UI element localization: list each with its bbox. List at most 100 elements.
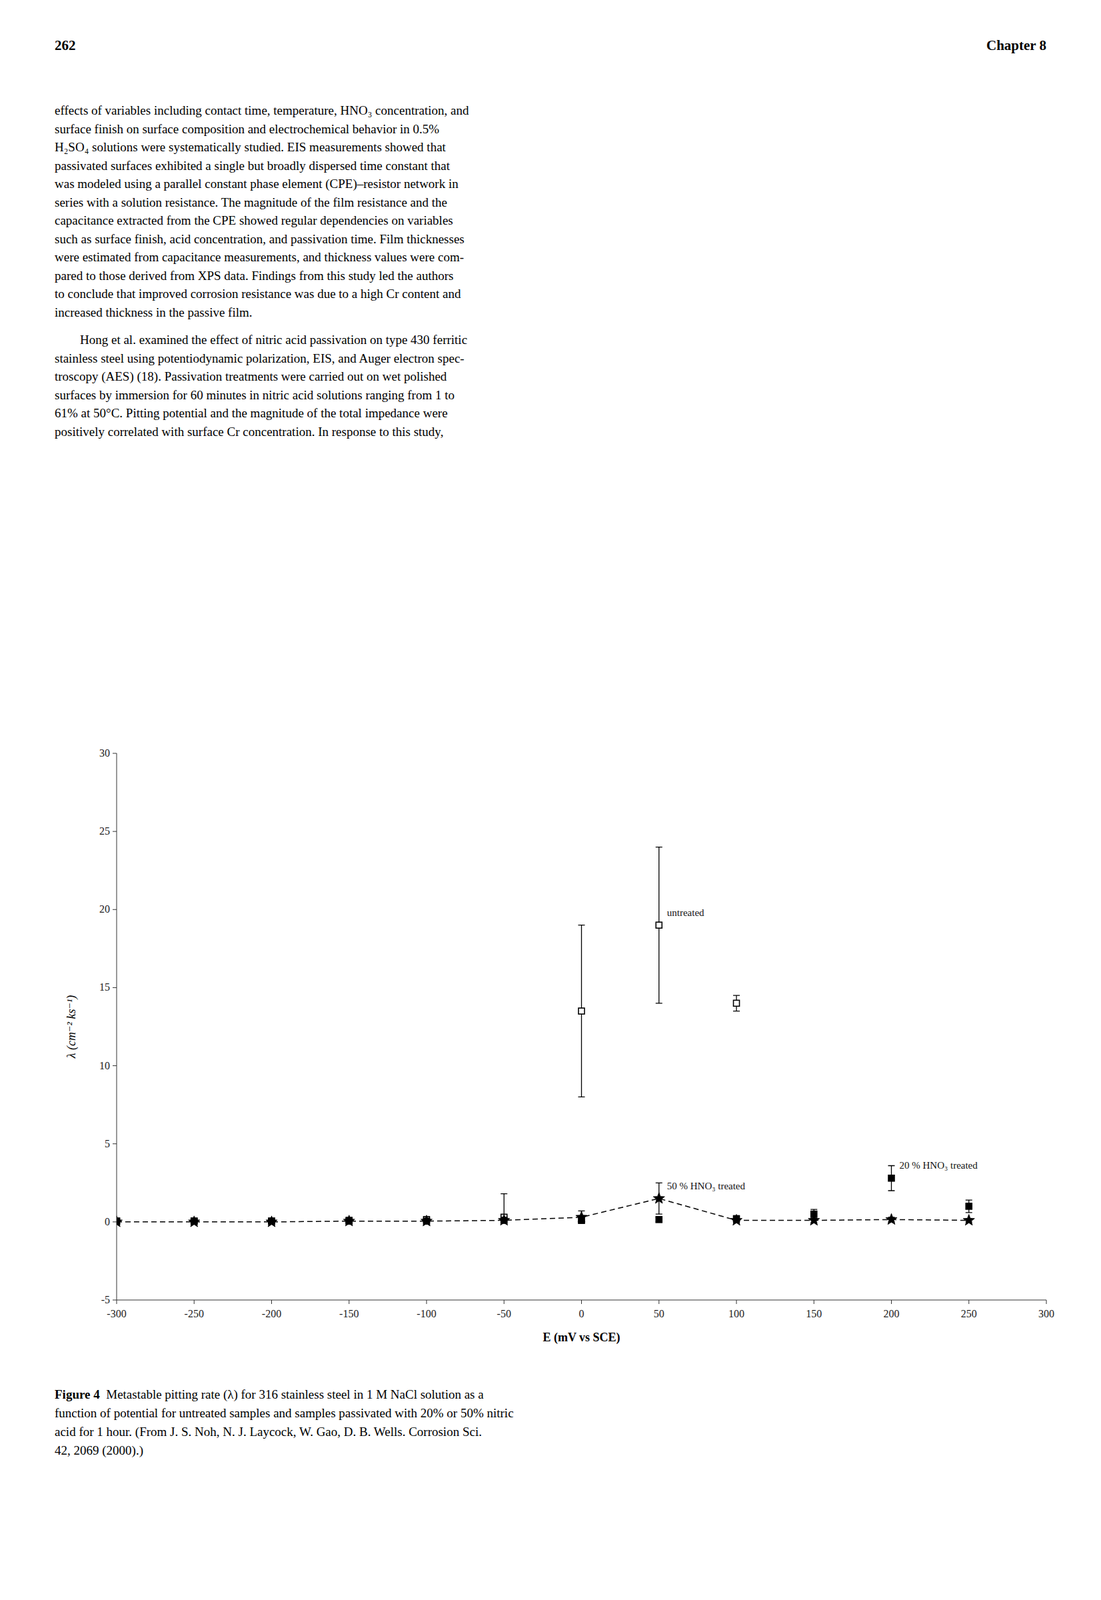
body-line: capacitance extracted from the CPE showe… [54, 213, 454, 228]
x-tick [581, 1299, 582, 1304]
error-bar [655, 1216, 663, 1222]
y-tick [112, 1220, 117, 1222]
y-tick [112, 1299, 117, 1301]
y-tick-label: 30 [99, 747, 110, 759]
x-tick [968, 1299, 970, 1304]
body-line: effects of variables including contact t… [54, 103, 470, 118]
x-tick [193, 1299, 195, 1304]
y-tick [112, 1142, 117, 1144]
body-line: passivated surfaces exhibited a single b… [54, 158, 451, 173]
plot-marks [116, 847, 975, 1227]
body-line: surfaces by immersion for 60 minutes in … [54, 387, 455, 402]
body-line: were estimated from capacitance measurem… [54, 249, 464, 264]
y-tick-label: 15 [99, 981, 110, 993]
point-marker [653, 1192, 665, 1203]
body-line: troscopy (AES) (18). Passivation treatme… [54, 369, 448, 384]
x-tick [736, 1299, 738, 1304]
x-tick [1046, 1299, 1048, 1304]
x-tick [813, 1299, 815, 1304]
y-tick-label: 25 [99, 825, 110, 837]
point-marker [188, 1215, 200, 1227]
error-bar [655, 847, 663, 1004]
y-tick [112, 1065, 117, 1066]
point-marker [963, 1214, 975, 1225]
x-tick-label: 50 [653, 1307, 665, 1319]
point-marker [498, 1214, 510, 1225]
body-line: series with a solution resistance. The m… [54, 195, 448, 210]
point-marker [343, 1214, 355, 1226]
x-tick-label: 150 [805, 1307, 822, 1319]
point-marker [733, 999, 740, 1006]
body-line: to conclude that improved corrosion resi… [54, 286, 462, 301]
point-marker [888, 1174, 895, 1181]
y-axis-label: λ (cm⁻² ks⁻¹) [64, 995, 79, 1060]
error-bar [578, 925, 586, 1098]
body-line: was modeled using a parallel constant ph… [54, 176, 459, 192]
x-tick-label: -150 [339, 1307, 359, 1319]
body-line: such as surface finish, acid concentrati… [54, 231, 465, 246]
axes [116, 753, 1047, 1300]
y-tick-label: 0 [104, 1215, 110, 1227]
x-tick-label: -200 [261, 1307, 282, 1319]
body-line: surface finish on surface composition an… [54, 121, 440, 136]
y-tick [112, 909, 117, 910]
x-tick [891, 1299, 892, 1304]
series-labels: untreated 20 % HNO₃ treated 50 % HNO₃ trea… [667, 907, 979, 1191]
point-marker [578, 1007, 585, 1014]
caption-line: acid for 1 hour. (From J. S. Noh, N. J. … [54, 1424, 482, 1439]
x-tick-label: 200 [883, 1307, 900, 1319]
error-bar [888, 1165, 896, 1191]
y-tick [112, 831, 117, 832]
x-tick-label: 0 [579, 1307, 585, 1319]
body-line: positively correlated with surface Cr co… [54, 424, 444, 439]
chapter-header: Chapter 8 [986, 37, 1047, 54]
point-marker [420, 1214, 432, 1226]
x-tick [348, 1299, 350, 1304]
point-marker [265, 1215, 278, 1227]
y-tick [112, 987, 117, 988]
point-marker [116, 1215, 123, 1227]
x-tick-label: 300 [1038, 1307, 1055, 1319]
caption-line: function of potential for untreated samp… [54, 1405, 514, 1420]
caption-bold: Figure 4 [54, 1386, 100, 1401]
x-axis-label: E (mV vs SCE) [542, 1330, 620, 1345]
point-marker [575, 1210, 588, 1222]
y-tick [112, 753, 117, 754]
error-bar [965, 1199, 973, 1213]
y-tick-label: 10 [99, 1059, 110, 1072]
chart: -300-250-200-150-100-5005010015020025030… [64, 747, 1055, 1345]
x-tick-label: -300 [106, 1307, 126, 1319]
point-marker [965, 1202, 972, 1209]
x-tick [503, 1299, 505, 1304]
body-line: 61% at 50°C. Pitting potential and the m… [54, 405, 448, 420]
body-line: pared to those derived from XPS data. Fi… [54, 268, 454, 283]
caption-text: Metastable pitting rate (λ) for 316 stai… [99, 1386, 485, 1402]
x-tick [271, 1299, 272, 1304]
body-line: Hong et al. examined the effect of nitri… [54, 332, 468, 347]
series-label: 20 % HNO₃ treated [899, 1159, 979, 1171]
x-tick [426, 1299, 428, 1304]
body-line: H₂SO₄ solutions were systematically stud… [54, 139, 447, 154]
y-tick-label: -5 [101, 1293, 110, 1305]
page-number: 262 [54, 37, 76, 54]
y-tick-label: 5 [104, 1137, 110, 1149]
x-tick-label: -100 [416, 1307, 436, 1319]
x-tick [658, 1299, 660, 1304]
page: 262 Chapter 8 effects of variables includi… [0, 0, 1101, 1600]
x-tick [116, 1299, 118, 1304]
y-tick-label: 20 [99, 903, 110, 915]
caption-line: 42, 2069 (2000).) [54, 1442, 144, 1458]
caption-line: Figure 4 Metastable pitting rate (λ) for… [54, 1386, 484, 1402]
body-line: increased thickness in the passive film. [54, 305, 253, 320]
point-marker [655, 1216, 662, 1223]
series-label: 50 % HNO₃ treated [667, 1180, 746, 1191]
point-marker [730, 1214, 742, 1225]
point-marker [808, 1214, 820, 1225]
x-tick-label: 100 [728, 1307, 745, 1319]
point-marker [885, 1212, 898, 1224]
error-bar [733, 995, 740, 1011]
series-line [116, 1198, 970, 1222]
body-line: stainless steel using potentiodynamic po… [54, 351, 465, 366]
series-label: untreated [667, 907, 705, 918]
point-marker [655, 921, 662, 928]
